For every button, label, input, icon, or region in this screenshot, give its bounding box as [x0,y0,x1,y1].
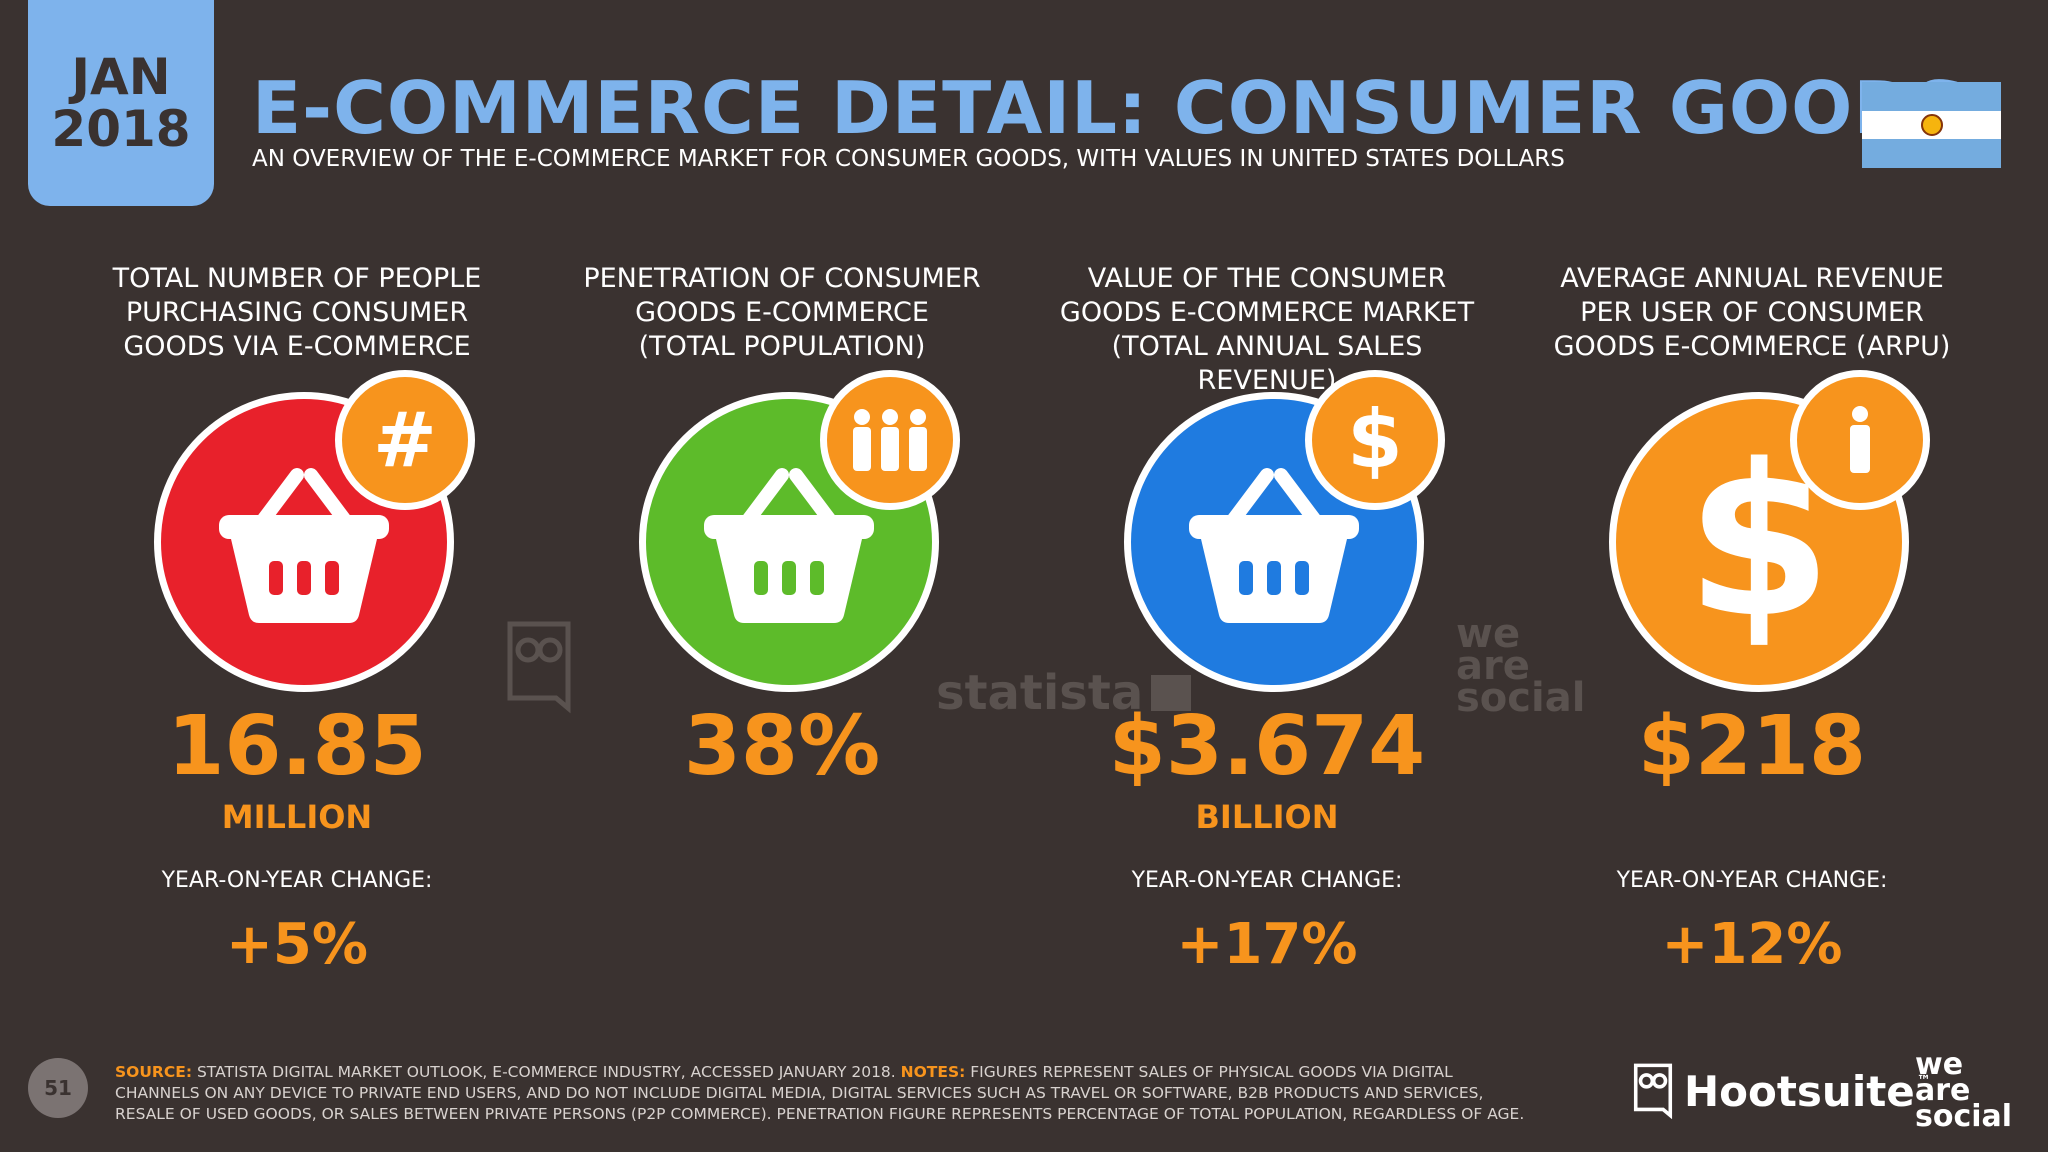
notes-label: NOTES: [900,1063,966,1081]
stat-label: VALUE OF THE CONSUMER GOODS E-COMMERCE M… [1047,262,1487,396]
yoy-label [562,868,1002,898]
basket-icon [1189,468,1359,623]
statista-logo-icon [1151,675,1192,711]
stat-column: VALUE OF THE CONSUMER GOODS E-COMMERCE M… [1047,262,1487,977]
was-watermark: we are social [1456,611,1586,721]
yoy-value: +12% [1661,912,1843,977]
stat-unit [1532,798,1972,838]
stat-icon: $ [1532,370,1972,702]
stat-label-line: PURCHASING CONSUMER [125,297,469,328]
source-text: STATISTA DIGITAL MARKET OUTLOOK, E-COMME… [196,1063,896,1081]
statista-watermark: statista [936,665,1192,721]
stat-value: 16.85 [167,699,427,794]
stat-label-line: GOODS E-COMMERCE [635,297,929,328]
stat-circle [154,392,454,692]
page-number: 51 [28,1058,88,1118]
person-icon [1850,406,1870,473]
source-label: SOURCE: [115,1063,193,1081]
hootsuite-owl-icon [1633,1063,1673,1119]
people-icon [853,409,927,471]
was-watermark-social: social [1456,675,1586,721]
argentina-flag-icon [1862,82,2001,169]
hootsuite-logo: Hootsuite ™ [1632,1063,1931,1119]
stat-label-line: GOODS E-COMMERCE MARKET [1059,297,1475,328]
stat-badge: # [335,370,475,510]
was-watermark-we: we [1456,611,1521,657]
footnote: SOURCE: STATISTA DIGITAL MARKET OUTLOOK,… [115,1062,1535,1125]
stat-column: PENETRATION OF CONSUMER GOODS E-COMMERCE… [562,262,1002,912]
stat-icon [562,370,1002,702]
date-badge: JAN 2018 [28,0,214,206]
was-logo-we: we [1915,1047,1964,1082]
statista-watermark-text: statista [936,665,1144,721]
notes-text: FIGURES REPRESENT SALES OF PHYSICAL GOOD… [115,1063,1525,1123]
stat-unit: MILLION [221,798,373,836]
yoy-label: YEAR-ON-YEAR CHANGE: [161,868,433,893]
stat-column: TOTAL NUMBER OF PEOPLE PURCHASING CONSUM… [77,262,517,977]
stat-value: $218 [1637,699,1867,794]
stat-label-line: (TOTAL POPULATION) [638,331,926,362]
stat-value: $3.674 [1108,699,1426,794]
stat-label-line: TOTAL NUMBER OF PEOPLE [112,263,482,294]
stat-circle: $ [1609,392,1909,692]
page-subtitle: AN OVERVIEW OF THE E-COMMERCE MARKET FOR… [252,146,1565,172]
stat-label-line: GOODS VIA E-COMMERCE [123,331,471,362]
yoy-value: +5% [226,912,368,977]
was-logo-social: social [1915,1099,2013,1134]
basket-icon [704,468,874,623]
dollar-icon: $ [1347,393,1403,486]
stat-icon: $ [1047,370,1487,702]
hootsuite-tm: ™ [1916,1073,1931,1089]
stat-value: 38% [683,699,881,794]
stat-badge [820,370,960,510]
date-year: 2018 [51,100,191,158]
stat-unit [562,798,1002,838]
date-month: JAN [71,47,171,106]
was-watermark-are: are [1456,643,1530,689]
stat-unit: BILLION [1195,798,1339,836]
stat-icon: # [77,370,517,702]
stat-badge [1790,370,1930,510]
stat-label: AVERAGE ANNUAL REVENUE PER USER OF CONSU… [1532,262,1972,372]
stat-label-line: VALUE OF THE CONSUMER [1087,263,1447,294]
yoy-label: YEAR-ON-YEAR CHANGE: [1616,868,1888,893]
stat-label-line: GOODS E-COMMERCE (ARPU) [1553,331,1951,362]
stat-badge: $ [1305,370,1445,510]
yoy-value: +17% [1176,912,1358,977]
stat-label-line: PER USER OF CONSUMER [1580,297,1924,328]
was-logo-are: are [1915,1073,1971,1108]
stat-label-line: PENETRATION OF CONSUMER [583,263,981,294]
hootsuite-owl-watermark-icon [507,621,571,714]
we-are-social-logo: we are social [1915,1047,2013,1134]
stat-label: TOTAL NUMBER OF PEOPLE PURCHASING CONSUM… [77,262,517,372]
stat-label-line: (TOTAL ANNUAL SALES REVENUE) [1111,331,1423,396]
page-title: E-COMMERCE DETAIL: CONSUMER GOODS [252,66,1967,150]
stat-label-line: AVERAGE ANNUAL REVENUE [1560,263,1944,294]
yoy-label: YEAR-ON-YEAR CHANGE: [1131,868,1403,893]
hootsuite-wordmark: Hootsuite [1684,1066,1915,1116]
basket-icon [219,468,389,623]
stat-label: PENETRATION OF CONSUMER GOODS E-COMMERCE… [562,262,1002,372]
hash-icon: # [373,395,437,484]
stat-column: AVERAGE ANNUAL REVENUE PER USER OF CONSU… [1532,262,1972,977]
